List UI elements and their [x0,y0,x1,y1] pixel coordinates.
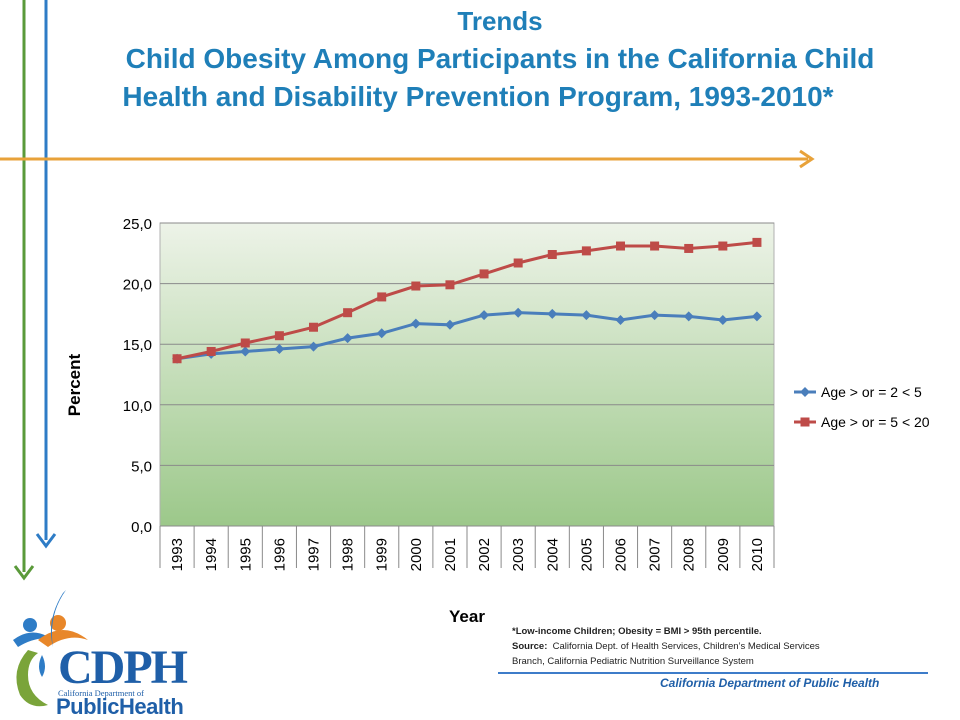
title-line-3: Health and Disability Prevention Program… [122,81,834,112]
series-2-point [650,241,660,251]
series-1-point [683,311,694,322]
footnote-line-2: Source: California Dept. of Health Servi… [512,641,820,652]
series-2-point [479,269,489,279]
legend-marker-2 [800,417,810,427]
series-line-2 [176,240,758,361]
title-block: Trends Child Obesity Among Participants … [40,0,960,116]
series-2-point [684,243,694,253]
legend-label-2: Age > or = 5 < 20 [821,414,930,430]
series-1-point [751,311,762,322]
series-2-point [616,241,625,251]
x-tick-label: 2006 [613,538,630,571]
footer-org-name: California Department of Public Health [660,676,880,690]
series-2-point [547,250,557,260]
series-1-point [240,346,251,357]
series-1-point [410,318,421,329]
cdph-logo-icon [13,590,88,707]
series-1-point [308,341,319,352]
y-tick-label: 25,0 [123,216,152,233]
title-line-2: Child Obesity Among Participants in the … [125,43,875,74]
series-2-point [513,258,523,268]
series-1-point [717,314,728,325]
series-1-point [342,333,353,344]
x-tick-label: 1993 [169,538,186,571]
x-tick-label: 2007 [647,538,664,571]
x-tick-label: 2009 [715,538,732,571]
x-tick-label: 1998 [340,538,357,571]
y-tick-label: 20,0 [123,277,152,294]
plot-area [159,222,775,527]
logo-subtitle: California Department of [58,688,144,698]
x-tick-label: 2000 [408,538,425,571]
x-tick-label: 1996 [271,538,288,571]
y-axis-title: Percent [65,353,84,416]
x-tick-label: 2001 [442,538,459,571]
series-1-point [615,314,626,325]
series-2-point [377,292,387,302]
y-tick-label: 5,0 [131,458,152,475]
series-2-point [172,354,182,364]
logo-name: PublicHealth [56,694,184,720]
logo-abbr: CDPH [58,641,188,694]
series-1-point [444,319,455,330]
x-tick-label: 2003 [510,538,527,571]
legend-marker-1 [800,387,810,397]
x-tick-label: 2005 [578,538,595,571]
blue-arrow-head [35,533,57,549]
series-1-point [376,328,387,339]
footnote-line-3: Branch, California Pediatric Nutrition S… [512,656,754,667]
x-tick-label: 1994 [203,538,220,571]
x-tick-label: 2002 [476,538,493,571]
series-2-point [240,338,250,348]
x-tick-label: 2010 [749,538,766,571]
series-2-point [752,237,762,247]
series-2-point [274,331,284,341]
footnote-line-1: *Low-income Children; Obesity = BMI > 95… [512,626,762,637]
x-axis-title: Year [449,607,485,626]
series-2-point [445,280,455,290]
series-1-point [547,308,558,319]
y-tick-label: 10,0 [123,398,152,415]
y-tick-label: 15,0 [123,337,152,354]
series-1-point [581,310,592,321]
logo-name-public: Public [56,694,120,719]
x-tick-label: 1997 [306,538,323,571]
x-tick-label: 2008 [681,538,698,571]
series-1-point [513,307,524,318]
x-tick-label: 2004 [544,538,561,571]
series-2-point [206,346,216,356]
legend-label-1: Age > or = 2 < 5 [821,384,922,400]
series-line-1 [176,311,758,361]
title-trends: Trends [457,6,543,36]
series-1-point [649,310,660,321]
series-2-point [309,322,318,332]
logo-name-health: Health [119,694,184,719]
y-tick-label: 0,0 [131,519,152,536]
x-tick-label: 1999 [374,538,391,571]
green-arrow-head [13,565,35,581]
x-tick-label: 1995 [237,538,254,571]
series-2-point [581,246,591,256]
footnote: *Low-income Children; Obesity = BMI > 95… [512,624,820,669]
series-2-point [718,241,728,251]
series-2-point [343,308,353,318]
series-1-point [479,310,490,321]
series-1-point [274,344,285,355]
series-2-point [411,281,421,291]
orange-arrow-head [799,149,815,169]
